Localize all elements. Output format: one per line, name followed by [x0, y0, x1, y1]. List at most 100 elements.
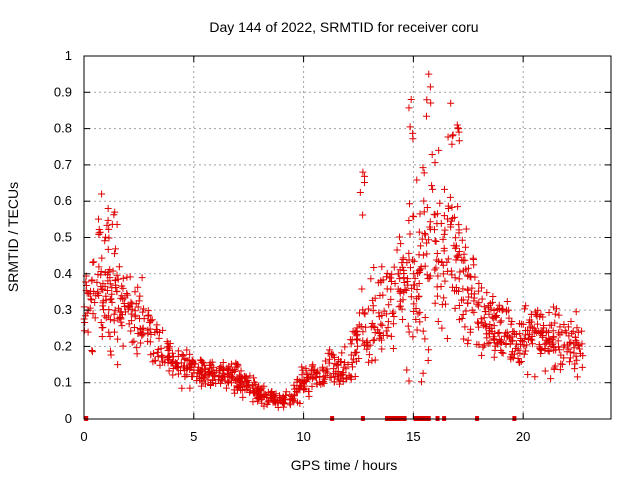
data-point — [310, 373, 318, 381]
data-point — [569, 327, 577, 335]
x-tick-label: 0 — [80, 429, 87, 444]
data-point — [361, 179, 369, 187]
data-point — [455, 301, 463, 309]
data-point — [371, 329, 379, 337]
data-point — [219, 359, 227, 367]
data-point — [130, 337, 138, 345]
data-point — [107, 351, 115, 359]
data-point — [521, 305, 529, 313]
data-point — [340, 363, 348, 371]
data-point — [436, 199, 444, 207]
data-point — [455, 226, 463, 234]
data-point — [179, 352, 187, 360]
data-point — [464, 340, 472, 348]
data-point — [407, 293, 415, 301]
data-point — [423, 96, 431, 104]
data-point — [174, 347, 182, 355]
data-point — [455, 275, 463, 283]
data-point — [347, 351, 355, 359]
data-point — [124, 302, 132, 310]
y-tick-label: 0.6 — [54, 193, 72, 208]
data-point — [556, 331, 564, 339]
data-point — [221, 372, 229, 380]
data-point — [525, 319, 533, 327]
data-point — [459, 310, 467, 318]
data-point — [421, 314, 429, 322]
data-point — [327, 373, 335, 381]
data-point — [388, 310, 396, 318]
x-axis-label: GPS time / hours — [291, 457, 398, 473]
data-point — [403, 277, 411, 285]
data-point — [531, 373, 539, 381]
data-point — [470, 308, 478, 316]
data-point — [352, 328, 360, 336]
data-point — [403, 366, 411, 374]
data-point — [390, 312, 398, 320]
data-point — [547, 375, 555, 383]
data-point — [444, 205, 452, 213]
y-tick-label: 0.8 — [54, 121, 72, 136]
data-point — [477, 315, 485, 323]
data-point — [410, 300, 418, 308]
data-point — [525, 336, 533, 344]
data-point — [389, 308, 397, 316]
data-point — [578, 363, 586, 371]
data-point — [400, 278, 408, 286]
data-point — [543, 327, 551, 335]
data-point — [382, 273, 390, 281]
data-point — [459, 257, 467, 265]
data-point — [400, 288, 408, 296]
data-point — [108, 284, 116, 292]
data-point — [151, 329, 159, 337]
data-point — [480, 321, 488, 329]
data-point — [93, 278, 101, 286]
data-point — [228, 373, 236, 381]
data-point — [405, 249, 413, 257]
data-point — [423, 204, 431, 212]
data-point — [351, 329, 359, 337]
data-point — [551, 319, 559, 327]
data-point — [97, 319, 105, 327]
data-point — [296, 400, 304, 407]
data-point — [369, 302, 377, 310]
data-point — [555, 311, 563, 319]
data-point — [178, 351, 186, 359]
data-point — [169, 349, 177, 357]
data-point — [227, 379, 235, 387]
data-point — [498, 305, 506, 313]
data-point — [435, 257, 443, 265]
data-point — [494, 329, 502, 337]
data-point — [99, 323, 107, 331]
data-point — [95, 263, 103, 271]
y-tick-label: 0.7 — [54, 157, 72, 172]
data-point — [500, 332, 508, 340]
data-point — [541, 367, 549, 375]
data-point — [134, 283, 142, 291]
data-point — [339, 369, 347, 377]
data-point — [396, 275, 404, 283]
data-point — [378, 321, 386, 329]
data-point — [454, 253, 462, 261]
data-point — [101, 282, 109, 290]
data-point — [564, 323, 572, 331]
data-point — [96, 228, 104, 236]
data-point — [279, 393, 287, 401]
data-point — [286, 399, 294, 407]
data-point — [364, 305, 372, 313]
data-point — [337, 357, 345, 365]
data-point — [139, 330, 147, 338]
data-point — [410, 308, 418, 316]
data-point — [290, 381, 298, 389]
data-point — [471, 273, 479, 281]
data-point — [417, 242, 425, 250]
data-point — [560, 321, 568, 329]
data-point — [428, 151, 436, 159]
data-point — [266, 390, 274, 398]
data-point — [218, 376, 226, 384]
data-point — [567, 318, 575, 326]
data-point — [407, 96, 415, 104]
data-point — [409, 129, 417, 137]
data-point — [286, 401, 294, 409]
data-point — [353, 324, 361, 332]
data-point — [481, 320, 489, 328]
